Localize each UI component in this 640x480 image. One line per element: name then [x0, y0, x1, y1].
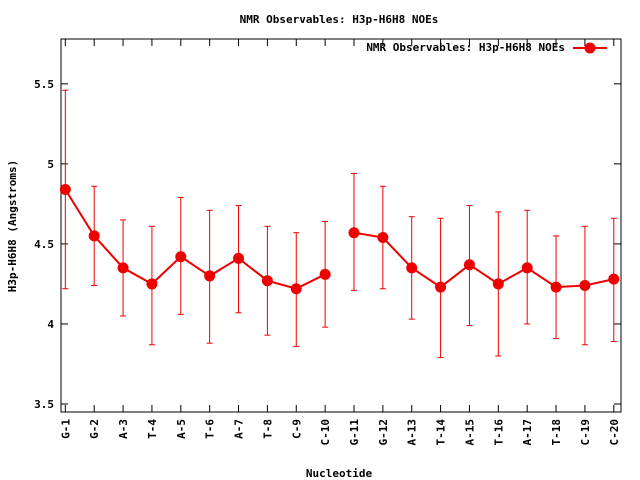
x-axis-label: Nucleotide	[306, 467, 373, 480]
data-point	[146, 278, 158, 290]
x-tick-label: A-13	[406, 419, 419, 446]
y-tick-label: 4	[47, 318, 54, 331]
y-tick-label: 5.5	[34, 78, 54, 91]
x-tick-label: C-19	[579, 419, 592, 446]
legend: NMR Observables: H3p-H6H8 NOEs	[366, 41, 607, 54]
x-tick-label: T-4	[146, 419, 159, 439]
x-tick-label: G-11	[348, 419, 361, 446]
data-point	[233, 252, 245, 264]
data-point	[521, 262, 533, 274]
data-point	[377, 232, 389, 244]
data-point	[117, 262, 129, 274]
x-tick-label: G-1	[59, 419, 72, 439]
x-axis-ticks: G-1 G-2 A-3 T-4 A-5 T-6 A-7 T-8 C-9 C-10 G-11 G-12 A…	[59, 39, 621, 446]
data-point	[608, 273, 620, 285]
legend-marker	[584, 42, 596, 54]
data-point	[550, 281, 562, 293]
y-tick-label: 3.5	[34, 398, 54, 411]
data-point	[579, 280, 591, 292]
series-line-segment	[353, 231, 615, 289]
x-tick-label: G-2	[88, 419, 101, 439]
data-point	[204, 270, 216, 282]
data-point	[492, 278, 504, 290]
data-point	[463, 259, 475, 271]
data-point	[175, 251, 187, 263]
y-tick-label: 5	[47, 158, 54, 171]
data-point	[59, 183, 71, 195]
series-lines	[64, 188, 615, 290]
y-axis-label: H3p-H6H8 (Angstroms)	[6, 160, 19, 292]
data-points	[59, 183, 620, 295]
x-tick-label: A-3	[117, 419, 130, 439]
x-tick-label: T-6	[204, 419, 217, 439]
x-tick-label: C-10	[319, 419, 332, 446]
data-point	[261, 275, 273, 287]
x-tick-label: C-20	[608, 419, 621, 446]
data-point	[435, 281, 447, 293]
x-tick-label: T-18	[550, 419, 563, 446]
x-tick-label: G-12	[377, 419, 390, 446]
x-tick-label: T-8	[261, 419, 274, 439]
legend-label: NMR Observables: H3p-H6H8 NOEs	[366, 41, 565, 54]
x-tick-label: A-7	[233, 419, 246, 439]
data-point	[290, 283, 302, 295]
plot-frame	[60, 38, 622, 413]
x-tick-label: C-9	[290, 419, 303, 439]
x-tick-label: A-5	[175, 419, 188, 439]
series-line-segment	[64, 188, 326, 290]
data-point	[406, 262, 418, 274]
x-tick-label: T-14	[435, 419, 448, 446]
y-tick-label: 4.5	[34, 238, 54, 251]
x-tick-label: A-17	[521, 419, 534, 446]
chart-title: NMR Observables: H3p-H6H8 NOEs	[240, 13, 439, 26]
data-point	[88, 230, 100, 242]
x-tick-label: A-15	[463, 419, 476, 446]
data-point	[348, 227, 360, 239]
x-tick-label: T-16	[492, 419, 505, 446]
y-axis-ticks: 3.5 4 4.5 5 5.5	[34, 78, 621, 411]
data-point	[319, 268, 331, 280]
